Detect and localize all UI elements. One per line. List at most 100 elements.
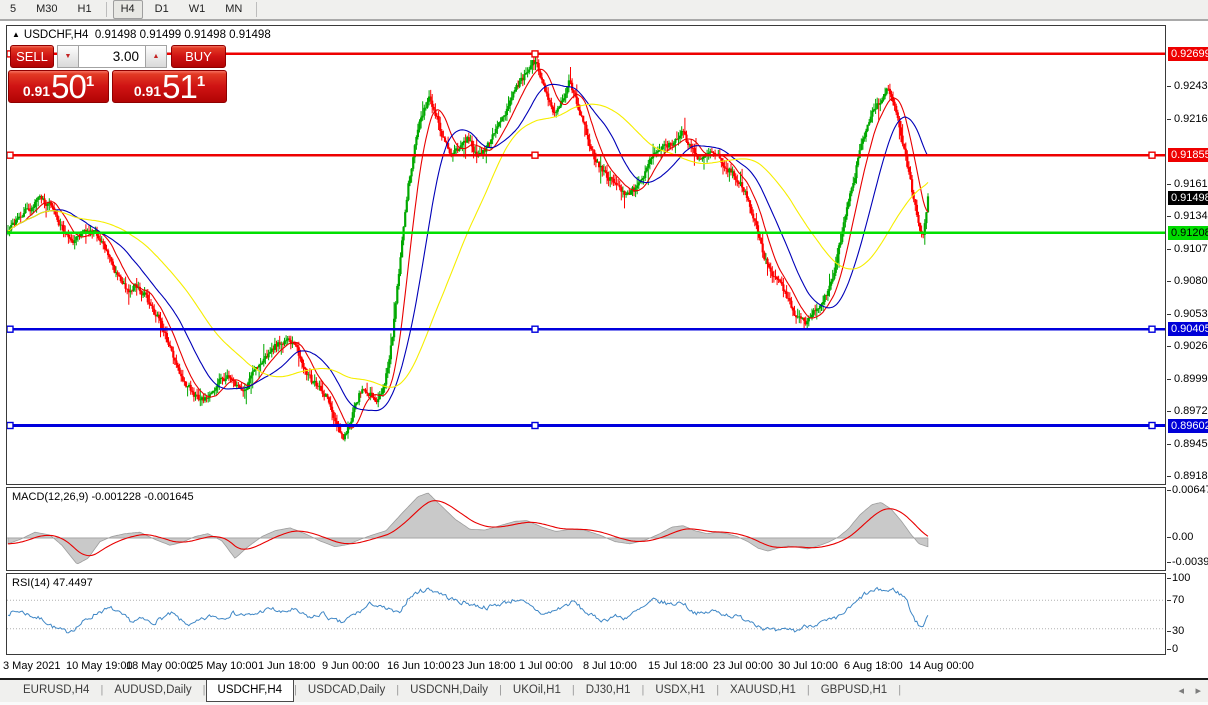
axis-tick-mark xyxy=(1167,537,1171,538)
date-label: 18 May 00:00 xyxy=(126,660,193,672)
triangle-down-icon: ▼ xyxy=(64,53,72,60)
timeframe-d1[interactable]: D1 xyxy=(154,3,169,15)
buy-price-fraction: 1 xyxy=(196,72,206,90)
sell-price-display[interactable]: 0.91 50 1 xyxy=(8,70,109,103)
volume-decrease-button[interactable]: ▼ xyxy=(57,45,79,68)
collapse-trade-panel-icon[interactable]: ▲ xyxy=(12,30,20,39)
sell-price-pips: 50 xyxy=(51,67,87,105)
timeframe-mn[interactable]: MN xyxy=(225,3,243,15)
tab-separator: | xyxy=(898,684,902,696)
axis-tick-mark xyxy=(1167,313,1171,315)
rsi-label: RSI(14) 47.4497 xyxy=(12,577,93,589)
horizontal-line-0.91855[interactable] xyxy=(7,151,1165,159)
date-label: 3 May 2021 xyxy=(3,660,61,672)
macd-axis-label: 0.00 xyxy=(1172,531,1194,543)
axis-tick-mark xyxy=(1167,216,1171,218)
tab-scroll-right-icon[interactable]: ▸ xyxy=(1195,685,1201,697)
axis-price-badge: 0.90405 xyxy=(1168,322,1208,337)
moving-average-12 xyxy=(8,68,929,429)
rsi-canvas[interactable] xyxy=(7,574,1165,654)
timeframe-h4[interactable]: H4 xyxy=(112,0,143,19)
date-label: 1 Jun 18:00 xyxy=(258,660,316,672)
horizontal-line-0.89602[interactable] xyxy=(7,421,1165,430)
line-handle[interactable] xyxy=(531,151,539,159)
axis-tick-mark xyxy=(1167,118,1171,120)
tab-separator: | xyxy=(571,684,575,696)
line-handle[interactable] xyxy=(531,421,539,430)
line-handle[interactable] xyxy=(531,325,539,333)
chart-symbol-period: USDCHF,H4 xyxy=(23,29,89,41)
macd-canvas[interactable] xyxy=(7,488,1165,570)
macd-main-area xyxy=(7,492,929,565)
rsi-axis-label: 70 xyxy=(1172,594,1185,606)
line-handle[interactable] xyxy=(1148,325,1156,333)
horizontal-line-0.90405[interactable] xyxy=(7,325,1165,333)
date-axis[interactable]: 3 May 2021 10 May 19:00 18 May 00:00 25 May… xyxy=(0,655,1208,678)
timeframe-5[interactable]: 5 xyxy=(10,3,17,15)
axis-tick-mark xyxy=(1167,631,1171,632)
chart-tab-dj30-h1[interactable]: DJ30,H1 xyxy=(585,684,631,696)
chart-tab-usdx-h1[interactable]: USDX,H1 xyxy=(655,684,706,696)
timeframe-w1[interactable]: W1 xyxy=(188,3,206,15)
volume-increase-button[interactable]: ▲ xyxy=(145,45,167,68)
axis-price-label: 0.90805 xyxy=(1174,275,1208,288)
chart-tab-eurusd-h4[interactable]: EURUSD,H4 xyxy=(23,684,90,696)
line-handle[interactable] xyxy=(7,325,14,333)
sell-price-prefix: 0.91 xyxy=(22,83,51,99)
chart-tab-usdcad-daily[interactable]: USDCAD,Daily xyxy=(307,684,386,696)
buy-price-pips: 51 xyxy=(162,67,198,105)
buy-price-display[interactable]: 0.91 51 1 xyxy=(112,70,227,103)
triangle-up-icon: ▲ xyxy=(152,53,160,60)
axis-tick-mark xyxy=(1167,476,1171,478)
chart-tab-audusd-daily[interactable]: AUDUSD,Daily xyxy=(114,684,192,696)
volume-input[interactable] xyxy=(79,45,145,68)
date-label: 8 Jul 10:00 xyxy=(583,660,637,672)
buy-button[interactable]: BUY xyxy=(171,45,226,68)
chart-tab-gbpusd-h1[interactable]: GBPUSD,H1 xyxy=(820,684,888,696)
volume-stepper: ▼ ▲ xyxy=(57,45,167,68)
axis-price-badge: 0.91208 xyxy=(1168,225,1208,240)
tab-scroll-left-icon[interactable]: ◂ xyxy=(1178,685,1184,697)
rsi-line xyxy=(7,586,929,634)
timeframe-toolbar: 5 M30 H1 H4 D1 W1 MN xyxy=(0,0,1208,21)
tab-separator: | xyxy=(716,684,720,696)
date-label: 23 Jun 18:00 xyxy=(452,660,516,672)
timeframe-m30[interactable]: M30 xyxy=(36,3,58,15)
tab-separator: | xyxy=(499,684,502,696)
toolbar-separator xyxy=(256,2,258,17)
axis-price-badge: 0.91498 xyxy=(1168,191,1208,205)
axis-tick-mark xyxy=(1167,86,1171,88)
date-label: 25 May 10:00 xyxy=(191,660,258,672)
date-label: 10 May 19:00 xyxy=(66,660,133,672)
price-chart-canvas[interactable] xyxy=(7,26,1165,484)
axis-tick-mark xyxy=(1167,562,1171,563)
tab-separator: | xyxy=(641,684,645,696)
axis-price-label: 0.90265 xyxy=(1174,339,1208,352)
axis-price-badge: 0.89602 xyxy=(1168,418,1208,433)
date-label: 16 Jun 10:00 xyxy=(387,660,451,672)
axis-price-badge: 0.91855 xyxy=(1168,148,1208,163)
line-handle[interactable] xyxy=(531,50,539,58)
line-handle[interactable] xyxy=(7,151,14,159)
line-handle[interactable] xyxy=(1148,421,1156,430)
rsi-axis-label: 100 xyxy=(1172,572,1191,584)
timeframe-h1[interactable]: H1 xyxy=(77,3,92,15)
chart-tab-xauusd-h1[interactable]: XAUUSD,H1 xyxy=(730,684,796,696)
chart-tab-usdchf-h4[interactable]: USDCHF,H4 xyxy=(205,680,295,702)
line-handle[interactable] xyxy=(7,421,14,430)
date-label: 1 Jul 00:00 xyxy=(519,660,573,672)
tab-separator: | xyxy=(100,684,104,696)
chart-tab-ukoil-h1[interactable]: UKOil,H1 xyxy=(512,684,561,696)
sell-button[interactable]: SELL xyxy=(10,45,54,68)
macd-label: MACD(12,26,9) -0.001228 -0.001645 xyxy=(12,491,194,503)
axis-tick-mark xyxy=(1167,411,1171,413)
chart-tab-usdcnh-daily[interactable]: USDCNH,Daily xyxy=(410,684,489,696)
line-handle[interactable] xyxy=(1148,151,1156,159)
